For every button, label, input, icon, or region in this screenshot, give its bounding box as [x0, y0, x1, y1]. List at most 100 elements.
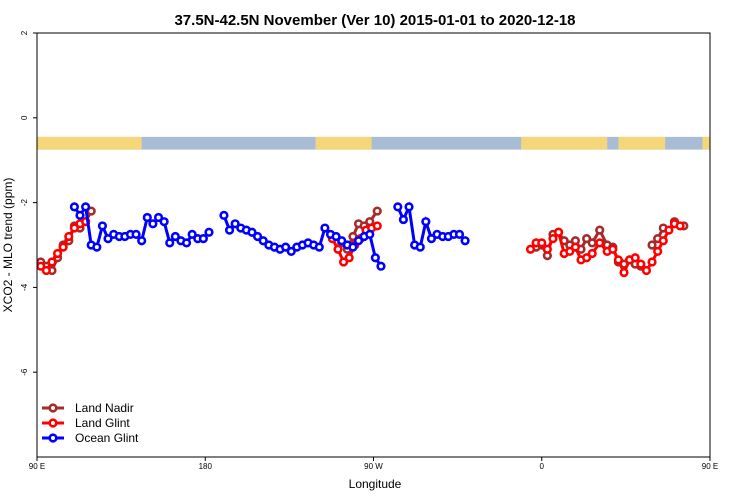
data-point: [675, 221, 685, 231]
chart-title: 37.5N-42.5N November (Ver 10) 2015-01-01…: [174, 12, 575, 29]
data-point: [372, 221, 382, 231]
x-tick-label: 0: [540, 462, 545, 471]
y-tick-label: 0: [20, 115, 29, 120]
land-span: [521, 136, 608, 150]
data-point: [41, 265, 51, 276]
series-ocean-glint: [69, 201, 470, 271]
data-point: [636, 259, 646, 269]
data-point: [97, 221, 108, 231]
data-point: [75, 210, 85, 220]
data-point: [570, 242, 581, 252]
data-point: [653, 246, 663, 256]
data-point: [641, 265, 652, 276]
data-point: [52, 248, 63, 259]
x-tick-label: 90 E: [702, 462, 718, 471]
data-point: [370, 253, 380, 263]
data-point: [131, 229, 141, 239]
data-point: [608, 244, 618, 254]
data-point: [647, 257, 657, 267]
data-point: [542, 244, 552, 254]
data-point: [69, 223, 79, 233]
data-point: [64, 231, 74, 242]
data-point: [348, 242, 358, 252]
data-point: [582, 253, 592, 263]
legend-label: Land Nadir: [75, 401, 134, 415]
y-tick-label: -2: [20, 198, 29, 206]
data-point: [286, 246, 296, 256]
series-land-glint: [37, 217, 685, 278]
x-axis-label: Longitude: [349, 477, 402, 491]
data-point: [159, 217, 169, 227]
y-tick-label: 2: [20, 30, 29, 35]
data-point: [86, 206, 96, 216]
legend-swatch-marker: [48, 433, 58, 443]
data-point: [181, 238, 192, 248]
data-point: [426, 234, 437, 244]
data-point: [224, 225, 235, 235]
data-point: [553, 227, 564, 237]
data-point: [331, 231, 341, 242]
data-point: [314, 242, 324, 252]
y-axis: 2 0 -2 -4 -6: [20, 30, 37, 376]
data-point: [587, 248, 597, 259]
data-point: [658, 236, 668, 246]
data-point: [393, 202, 403, 212]
data-point: [252, 231, 263, 242]
data-point: [353, 236, 364, 246]
data-point: [647, 240, 657, 250]
data-point: [153, 212, 164, 223]
legend-swatch-marker: [48, 418, 58, 428]
data-point: [148, 219, 158, 229]
data-point: [258, 236, 268, 246]
data-point: [415, 242, 425, 252]
legend-swatch-marker: [48, 403, 58, 413]
data-point: [460, 236, 470, 246]
data-point: [348, 231, 358, 242]
data-point: [142, 212, 152, 223]
data-point: [565, 246, 575, 256]
data-point: [81, 202, 91, 212]
x-tick-label: 90 E: [29, 462, 45, 471]
x-axis: 90 E 180 90 W 0 90 E: [29, 457, 718, 471]
x-tick-label: 180: [199, 462, 213, 471]
data-point: [337, 236, 347, 246]
y-tick-label: -6: [20, 368, 29, 376]
data-point: [454, 229, 465, 239]
x-tick-label: 90 W: [364, 462, 383, 471]
data-point: [365, 229, 375, 239]
data-point: [137, 236, 147, 246]
y-tick-label: -4: [20, 283, 29, 291]
data-point: [281, 242, 291, 252]
y-axis-label: XCO2 - MLO trend (ppm): [1, 178, 15, 313]
data-point: [230, 219, 240, 229]
data-point: [58, 242, 68, 252]
data-point: [613, 255, 623, 265]
data-point: [344, 253, 354, 263]
data-point: [103, 234, 113, 244]
series-layer: [37, 201, 689, 278]
land-span: [702, 136, 710, 150]
land-ocean-mask: [37, 136, 710, 150]
legend-label: Ocean Glint: [75, 431, 139, 445]
data-point: [219, 210, 229, 220]
data-point: [198, 234, 208, 244]
data-point: [525, 244, 536, 254]
data-point: [320, 223, 330, 233]
data-point: [372, 206, 382, 216]
data-point: [376, 261, 386, 271]
data-point: [247, 227, 257, 237]
legend-label: Land Glint: [75, 416, 130, 430]
data-point: [187, 229, 197, 239]
data-point: [47, 257, 57, 267]
data-point: [398, 214, 409, 225]
land-span: [315, 136, 372, 150]
data-point: [92, 242, 102, 252]
data-point: [204, 227, 214, 237]
data-point: [548, 234, 558, 244]
data-point: [404, 202, 414, 212]
data-point: [537, 238, 547, 248]
data-point: [421, 217, 431, 227]
data-point: [338, 257, 349, 267]
